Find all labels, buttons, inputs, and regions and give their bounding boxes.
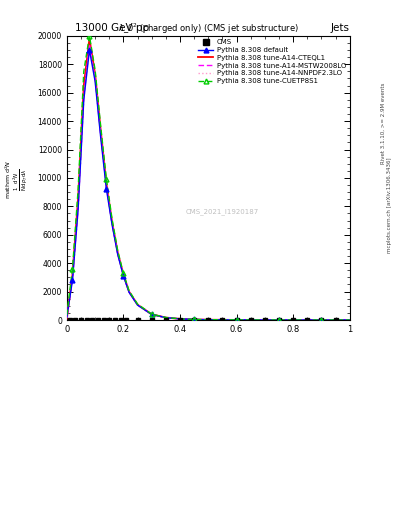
Text: CMS_2021_I1920187: CMS_2021_I1920187	[186, 209, 259, 216]
Text: mcplots.cern.ch [arXiv:1306.3436]: mcplots.cern.ch [arXiv:1306.3436]	[387, 157, 391, 252]
Text: $\mathrm{mathrm\,d}^2N$: $\mathrm{mathrm\,d}^2N$	[3, 159, 13, 199]
Text: 13000 GeV pp: 13000 GeV pp	[75, 23, 149, 33]
Legend: CMS, Pythia 8.308 default, Pythia 8.308 tune-A14-CTEQL1, Pythia 8.308 tune-A14-M: CMS, Pythia 8.308 default, Pythia 8.308 …	[197, 38, 348, 86]
Title: $\lambda\_0^2$ (charged only) (CMS jet substructure): $\lambda\_0^2$ (charged only) (CMS jet s…	[118, 22, 299, 36]
Text: Jets: Jets	[331, 23, 350, 33]
Text: $\frac{1}{\mathrm{N}}\frac{\mathrm{d}^2N}{\mathrm{d}p_T\mathrm{d}\lambda}$: $\frac{1}{\mathrm{N}}\frac{\mathrm{d}^2N…	[11, 168, 29, 190]
Text: Rivet 3.1.10, >= 2.9M events: Rivet 3.1.10, >= 2.9M events	[381, 82, 386, 163]
